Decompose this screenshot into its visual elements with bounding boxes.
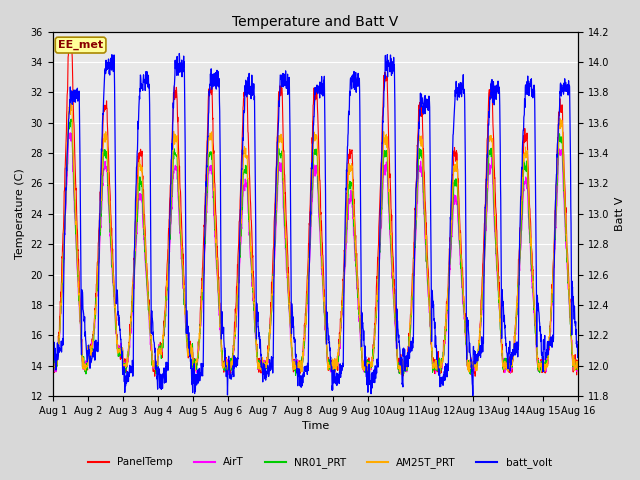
Text: EE_met: EE_met <box>58 40 103 50</box>
Legend: PanelTemp, AirT, NR01_PRT, AM25T_PRT, batt_volt: PanelTemp, AirT, NR01_PRT, AM25T_PRT, ba… <box>84 453 556 472</box>
Y-axis label: Temperature (C): Temperature (C) <box>15 168 25 259</box>
X-axis label: Time: Time <box>302 421 329 432</box>
Y-axis label: Batt V: Batt V <box>615 197 625 231</box>
Title: Temperature and Batt V: Temperature and Batt V <box>232 15 399 29</box>
